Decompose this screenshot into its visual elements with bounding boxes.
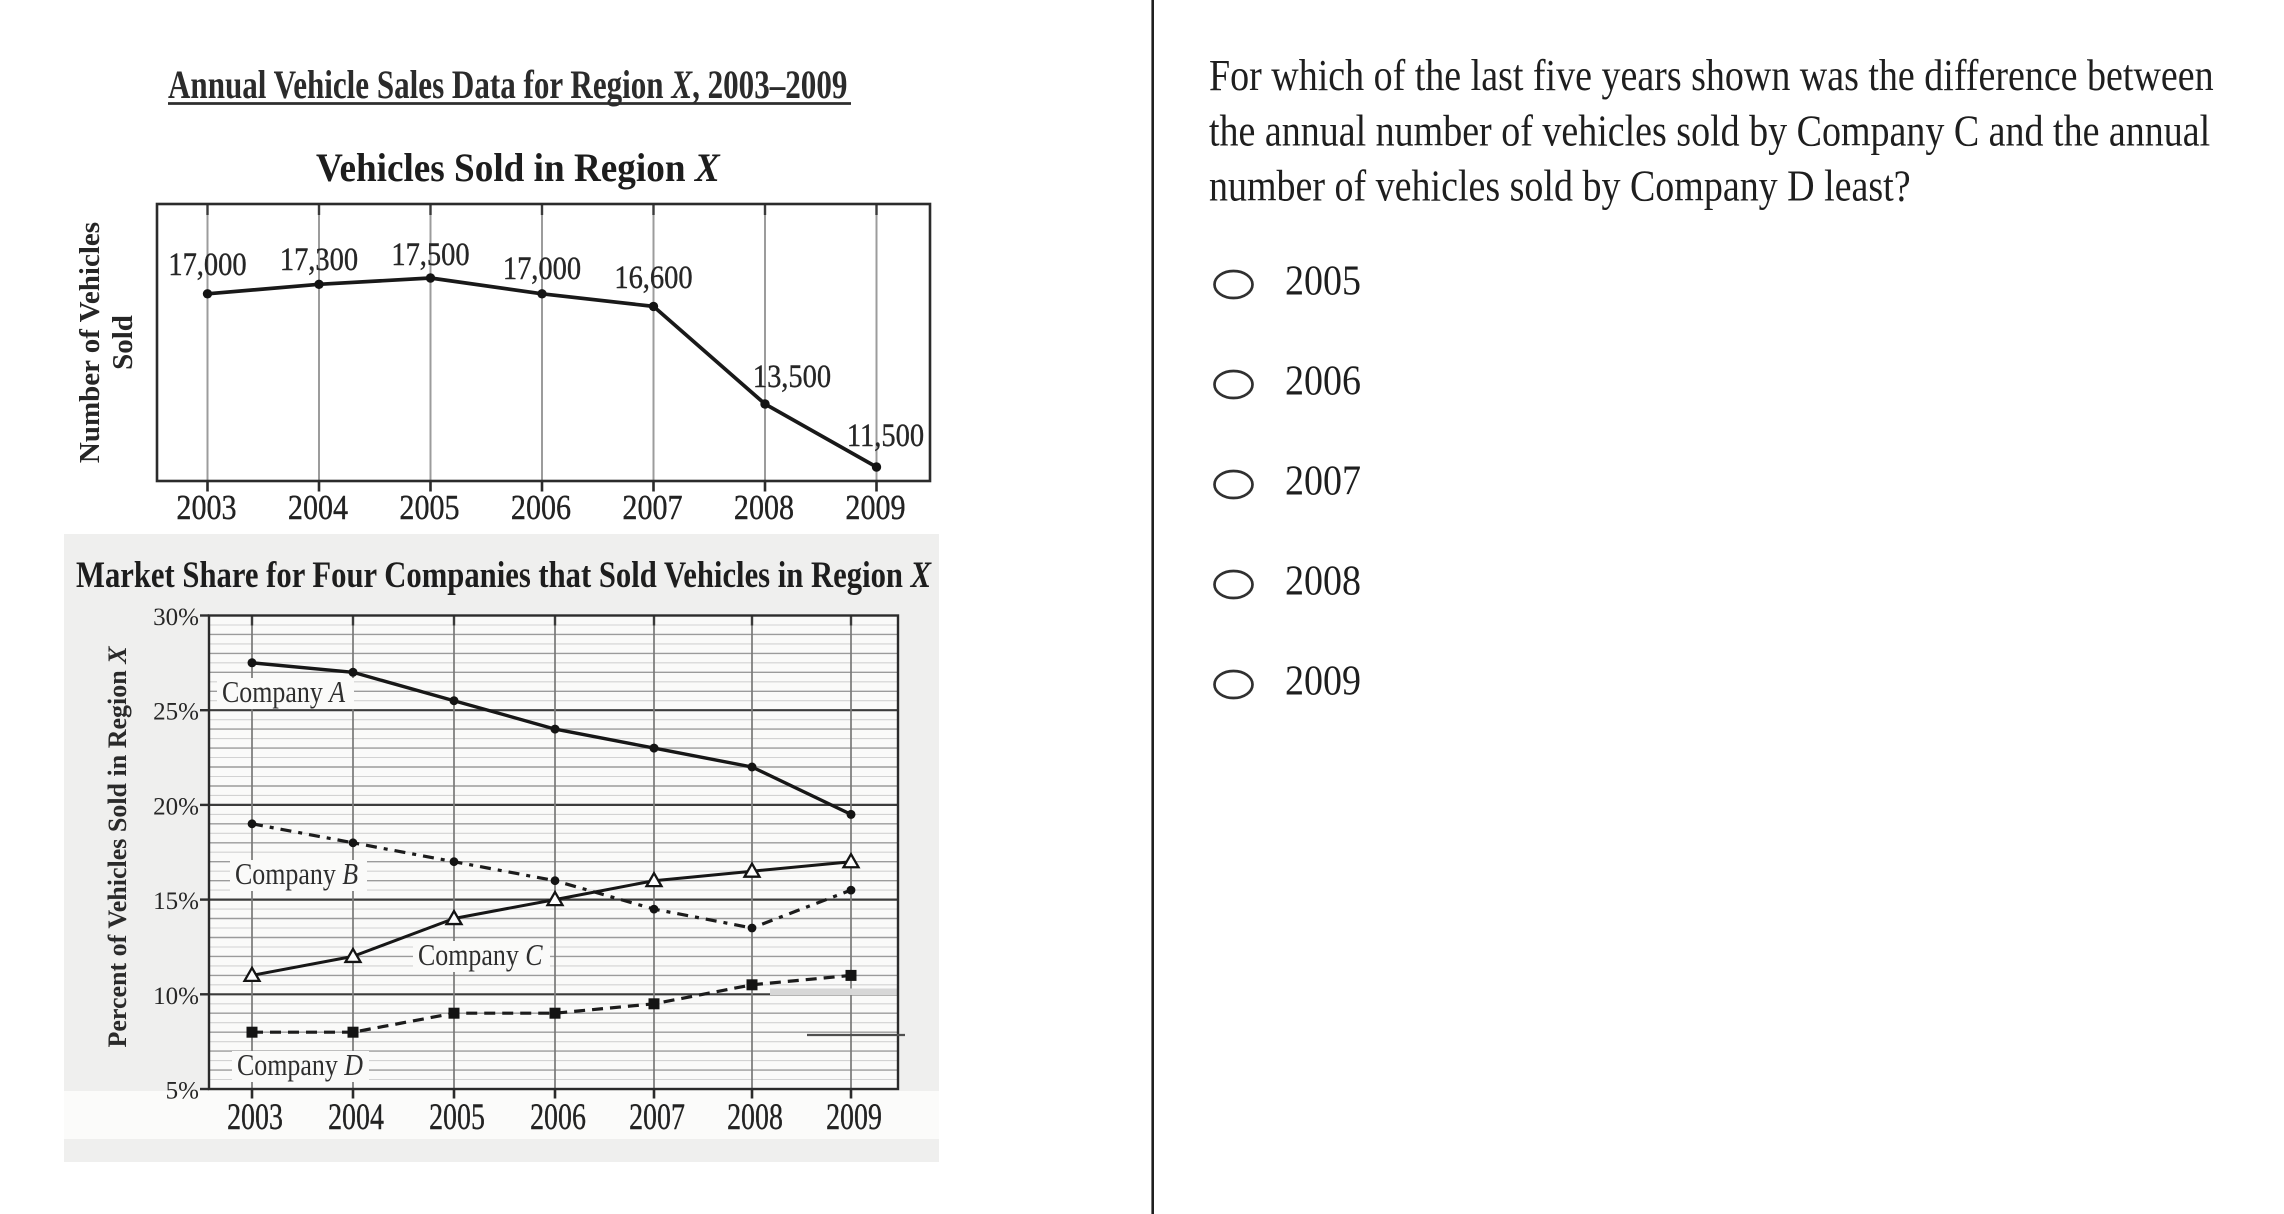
svg-text:2006: 2006 xyxy=(1285,357,1361,404)
svg-text:5%: 5% xyxy=(166,1078,199,1105)
svg-text:2008: 2008 xyxy=(727,1097,783,1138)
svg-text:13,500: 13,500 xyxy=(753,358,831,394)
svg-text:2009: 2009 xyxy=(1285,657,1361,704)
svg-text:2004: 2004 xyxy=(288,489,348,528)
svg-text:2007: 2007 xyxy=(629,1097,685,1138)
svg-text:2009: 2009 xyxy=(826,1097,882,1138)
svg-text:2007: 2007 xyxy=(622,489,682,528)
svg-text:2006: 2006 xyxy=(530,1097,586,1138)
svg-text:2005: 2005 xyxy=(429,1097,485,1138)
svg-text:15%: 15% xyxy=(153,888,199,915)
svg-text:17,000: 17,000 xyxy=(168,246,246,282)
svg-text:Annual Vehicle Sales Data for: Annual Vehicle Sales Data for Region X, … xyxy=(168,62,847,107)
svg-text:2005: 2005 xyxy=(399,489,459,528)
svg-text:Number of Vehicles: Number of Vehicles xyxy=(74,222,106,463)
svg-text:For which of the last five yea: For which of the last five years shown w… xyxy=(1209,50,2214,99)
svg-text:30%: 30% xyxy=(153,604,199,631)
svg-text:2003: 2003 xyxy=(176,489,236,528)
svg-text:17,300: 17,300 xyxy=(280,241,358,277)
svg-text:Market Share for Four Companie: Market Share for Four Companies that Sol… xyxy=(76,555,932,595)
svg-text:2006: 2006 xyxy=(511,489,571,528)
svg-text:17,000: 17,000 xyxy=(503,250,581,286)
svg-text:2007: 2007 xyxy=(1285,457,1361,504)
svg-text:2004: 2004 xyxy=(328,1097,384,1138)
svg-text:11,500: 11,500 xyxy=(847,417,924,453)
svg-text:Sold: Sold xyxy=(107,315,139,370)
svg-text:17,500: 17,500 xyxy=(391,236,469,272)
svg-text:2003: 2003 xyxy=(227,1097,283,1138)
svg-text:Company D: Company D xyxy=(237,1049,363,1083)
svg-text:2009: 2009 xyxy=(845,489,905,528)
svg-text:2005: 2005 xyxy=(1285,257,1361,304)
svg-text:10%: 10% xyxy=(153,983,199,1010)
svg-text:Company A: Company A xyxy=(222,676,346,710)
svg-text:Percent of Vehicles Sold in Re: Percent of Vehicles Sold in Region X xyxy=(103,646,132,1048)
svg-text:the annual number of vehicles: the annual number of vehicles sold by Co… xyxy=(1209,106,2210,155)
svg-text:Company C: Company C xyxy=(418,939,543,973)
svg-text:Company B: Company B xyxy=(235,858,358,892)
svg-text:25%: 25% xyxy=(153,699,199,726)
svg-text:16,600: 16,600 xyxy=(614,259,692,295)
svg-text:20%: 20% xyxy=(153,793,199,820)
svg-text:Vehicles Sold in Region X: Vehicles Sold in Region X xyxy=(316,147,721,190)
svg-text:2008: 2008 xyxy=(734,489,794,528)
svg-text:number of vehicles sold by Com: number of vehicles sold by Company D lea… xyxy=(1209,161,1911,210)
svg-text:2008: 2008 xyxy=(1285,557,1361,604)
